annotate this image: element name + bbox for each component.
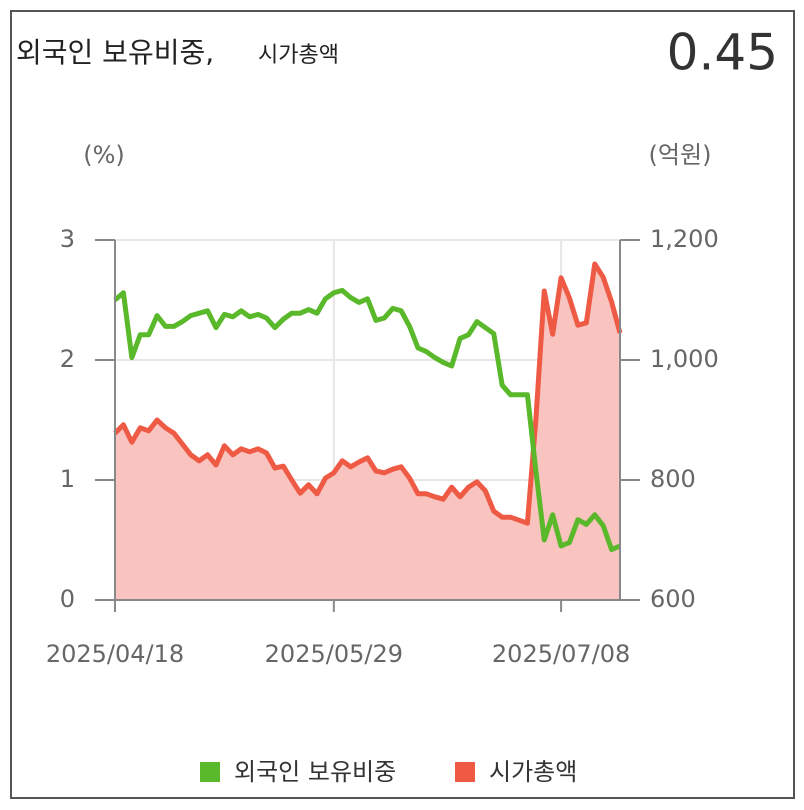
y2-tick-label: 600 bbox=[650, 585, 696, 613]
legend-swatch bbox=[200, 762, 220, 782]
y-tick-label: 3 bbox=[60, 225, 75, 253]
y2-tick-label: 1,000 bbox=[650, 345, 719, 373]
line bbox=[113, 261, 623, 526]
y-axis-label: (%) bbox=[83, 141, 125, 169]
area bbox=[115, 264, 620, 600]
panel bbox=[10, 10, 795, 799]
chart-title: 외국인 보유비중, bbox=[16, 36, 214, 69]
chart-subtitle: 시가총액 bbox=[258, 43, 339, 68]
legend-label: 외국인 보유비중 bbox=[234, 758, 396, 786]
x-tick-label: 2025/07/08 bbox=[492, 640, 630, 668]
y2-tick-label: 800 bbox=[650, 465, 696, 493]
x-tick-label: 2025/04/18 bbox=[46, 640, 184, 668]
y-tick-label: 1 bbox=[60, 465, 75, 493]
y-tick-label: 2 bbox=[60, 345, 75, 373]
x-tick-label: 2025/05/29 bbox=[265, 640, 403, 668]
y2-tick-label: 1,200 bbox=[650, 225, 719, 253]
legend-swatch bbox=[455, 762, 475, 782]
y-tick-label: 0 bbox=[60, 585, 75, 613]
current-value: 0.45 bbox=[667, 24, 778, 82]
legend-label: 시가총액 bbox=[489, 758, 577, 786]
line bbox=[113, 287, 621, 553]
y2-axis-label: (억원) bbox=[649, 141, 712, 169]
